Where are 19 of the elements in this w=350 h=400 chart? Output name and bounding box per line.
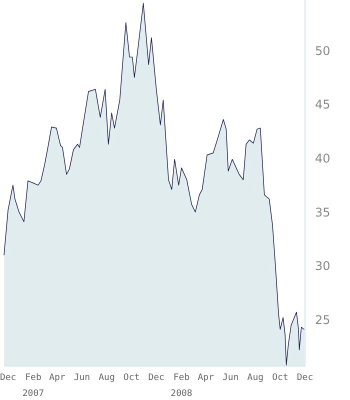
x-tick-label: Apr (198, 373, 215, 383)
x-tick-label: Jun (222, 373, 239, 383)
x-tick-label: Jun (74, 373, 90, 383)
y-tick-label: 45 (315, 98, 330, 112)
x-tick-label: Dec (296, 373, 314, 383)
x-tick-label: Dec (148, 373, 164, 383)
x-tick-label: Feb 2007 (22, 373, 44, 399)
x-tick-label: Oct (272, 373, 288, 383)
y-tick-label: 35 (315, 205, 330, 220)
y-tick-label: 50 (315, 44, 330, 58)
x-tick-label: Dec (0, 373, 16, 383)
x-tick-label: Aug (98, 373, 115, 383)
y-tick-label: 40 (315, 151, 330, 166)
x-tick-label: Apr (49, 373, 66, 383)
x-tick-label: Aug (247, 373, 264, 383)
x-tick-label: Feb 2008 (170, 373, 192, 399)
y-tick-label: 25 (315, 312, 330, 327)
y-tick-label: 30 (315, 259, 330, 274)
x-tick-label: Oct (123, 373, 140, 383)
